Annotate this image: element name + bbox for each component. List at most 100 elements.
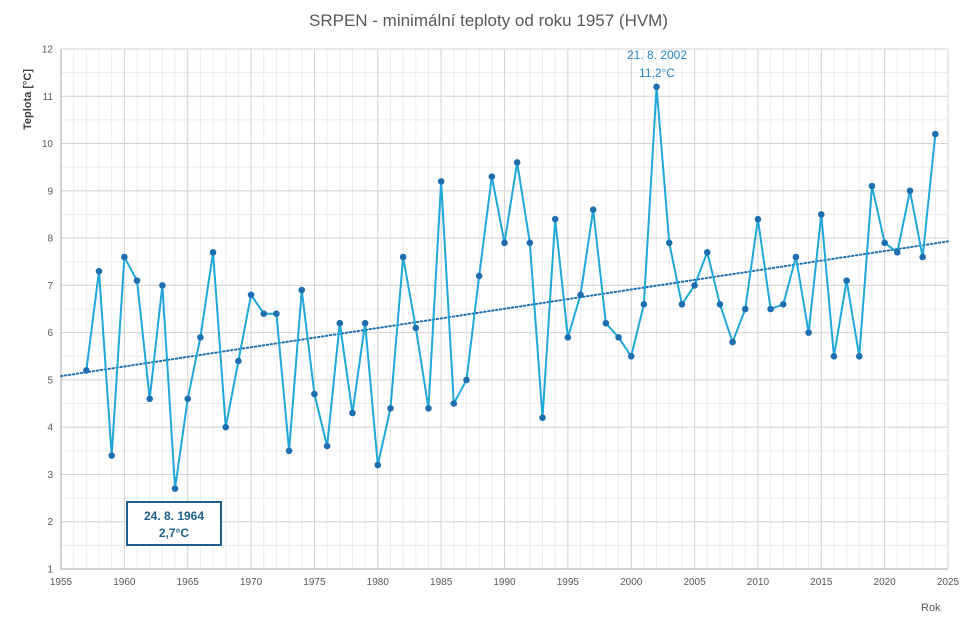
y-tick-label: 9: [47, 186, 53, 197]
y-tick-label: 4: [47, 423, 53, 434]
data-point: [463, 376, 470, 384]
data-point: [399, 253, 407, 261]
data-point: [222, 423, 230, 431]
series-line: [85, 85, 937, 490]
data-point: [159, 282, 166, 289]
data-point: [526, 239, 534, 247]
data-point: [171, 485, 179, 492]
x-tick-label: 2020: [874, 577, 897, 588]
x-tick-label: 1980: [367, 577, 390, 588]
chart-title: SRPEN - minimální teploty od roku 1957 (…: [308, 11, 669, 30]
data-point: [539, 414, 546, 422]
data-point: [323, 442, 331, 450]
x-tick-label: 1995: [557, 577, 580, 588]
data-point: [589, 206, 597, 214]
data-point: [361, 319, 369, 327]
y-tick-label: 3: [47, 470, 53, 481]
trendline: [60, 240, 949, 378]
data-point: [602, 319, 610, 327]
data-point: [703, 248, 711, 256]
y-tick-label: 7: [47, 281, 53, 292]
y-tick-label: 12: [42, 45, 54, 56]
data-point: [691, 282, 698, 289]
data-point: [615, 334, 622, 341]
data-point: [425, 404, 432, 412]
data-point: [95, 267, 103, 275]
annotation-min-value: 2,7°C: [158, 526, 190, 540]
data-point: [729, 338, 736, 346]
data-point: [551, 215, 559, 223]
data-point: [830, 352, 838, 360]
data-point: [792, 253, 800, 261]
x-tick-label: 2005: [683, 577, 706, 588]
x-tick-label: 2000: [620, 577, 643, 588]
y-axis-title: Teplota [°C]: [22, 68, 34, 130]
x-tick-label: 1990: [493, 577, 516, 588]
data-point: [906, 187, 914, 195]
y-tick-label: 1: [47, 565, 53, 576]
data-point: [450, 400, 458, 407]
data-point: [716, 300, 724, 308]
data-point: [640, 300, 648, 308]
data-point: [779, 300, 787, 308]
data-point: [564, 334, 572, 341]
x-tick-label: 1955: [50, 577, 73, 588]
data-point: [919, 253, 926, 261]
y-tick-label: 8: [47, 234, 53, 245]
data-point: [577, 291, 584, 299]
x-tick-label: 2010: [747, 577, 770, 588]
data-point: [856, 352, 863, 360]
data-point: [349, 409, 356, 417]
data-point: [108, 452, 115, 459]
x-tick-label: 1970: [240, 577, 263, 588]
data-point: [501, 239, 508, 247]
x-axis-title: Rok: [921, 602, 941, 614]
annotation-max: 21. 8. 2002 11,2°C: [612, 46, 702, 82]
data-point: [247, 291, 255, 299]
x-tick-label: 2025: [937, 577, 960, 588]
data-point: [273, 310, 280, 318]
data-point: [868, 182, 876, 190]
annotation-min: 24. 8. 1964 2,7°C: [126, 501, 222, 546]
data-point: [678, 300, 686, 308]
data-point: [121, 253, 128, 261]
data-point: [311, 390, 318, 398]
data-point: [235, 357, 242, 365]
data-point: [817, 211, 825, 218]
data-point: [627, 352, 635, 360]
y-tick-label: 6: [47, 328, 53, 339]
data-point: [932, 130, 939, 138]
data-point: [83, 367, 90, 374]
data-point: [184, 395, 192, 403]
data-point: [336, 319, 344, 327]
data-point: [146, 395, 153, 403]
x-tick-label: 1975: [303, 577, 326, 588]
data-point: [665, 239, 673, 247]
x-tick-label: 1985: [430, 577, 453, 588]
data-point: [843, 277, 850, 284]
annotation-max-date: 21. 8. 2002: [626, 48, 688, 62]
data-point: [437, 178, 445, 185]
annotation-min-date: 24. 8. 1964: [143, 509, 205, 523]
data-point: [209, 248, 217, 256]
data-point: [475, 272, 483, 280]
data-point: [298, 286, 306, 294]
data-point: [805, 329, 812, 336]
y-tick-label: 10: [42, 139, 54, 150]
y-tick-label: 11: [43, 92, 54, 103]
data-point: [285, 447, 293, 455]
data-point: [754, 215, 762, 223]
y-tick-label: 5: [47, 375, 53, 386]
data-point: [881, 239, 888, 247]
y-tick-label: 2: [47, 517, 53, 528]
data-point: [513, 159, 521, 166]
annotation-max-value: 11,2°C: [639, 66, 675, 80]
x-tick-label: 1960: [113, 577, 136, 588]
data-point: [741, 305, 749, 313]
data-point: [488, 173, 496, 180]
x-tick-label: 1965: [177, 577, 200, 588]
data-point: [260, 310, 268, 318]
data-point: [767, 305, 774, 313]
